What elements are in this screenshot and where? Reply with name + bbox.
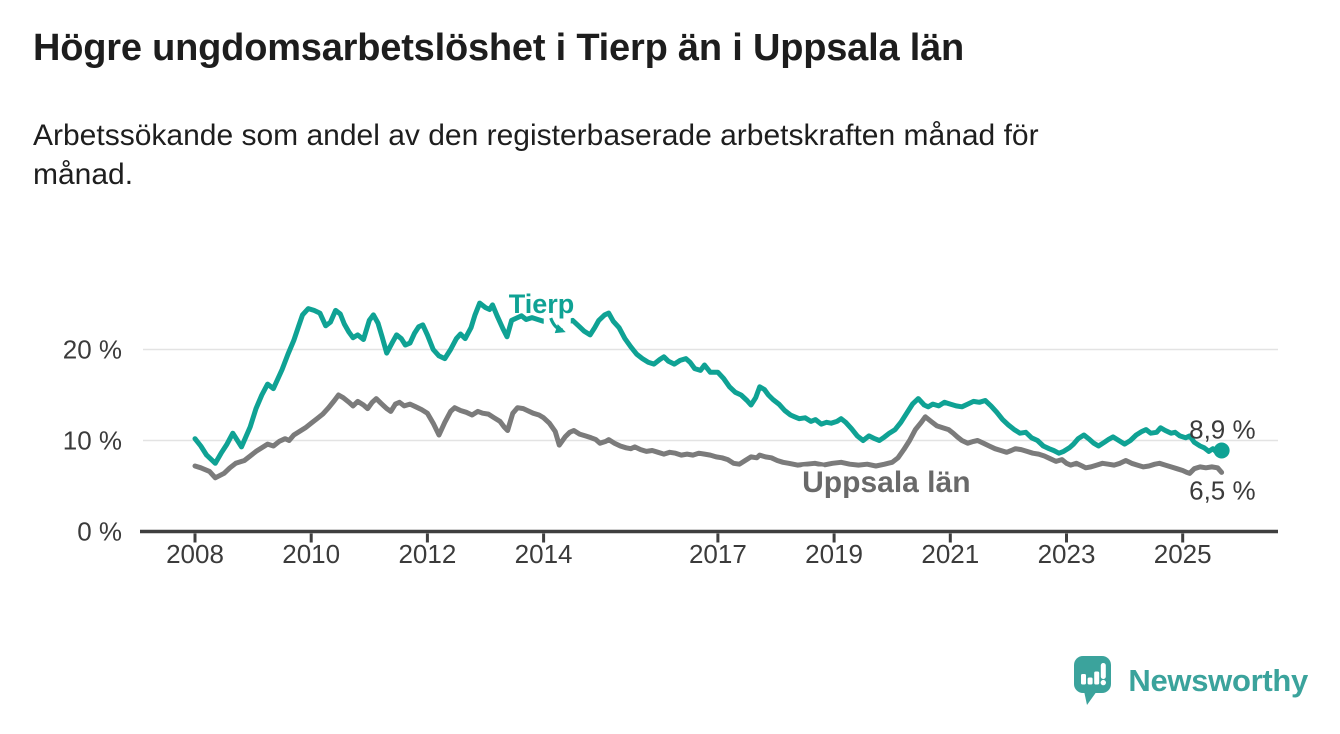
series-label-uppsala-lan: Uppsala län — [802, 466, 970, 499]
x-tick-label: 2012 — [398, 539, 456, 569]
end-value-label: 6,5 % — [1189, 475, 1256, 505]
newsworthy-brand: Newsworthy — [1073, 655, 1308, 707]
y-tick-label: 10 % — [63, 426, 122, 456]
y-tick-label: 0 % — [77, 517, 122, 547]
x-tick-label: 2014 — [515, 539, 573, 569]
x-tick-label: 2025 — [1154, 539, 1212, 569]
chart-subtitle: Arbetssökande som andel av den registerb… — [33, 118, 1039, 192]
x-tick-label: 2023 — [1038, 539, 1096, 569]
x-tick-label: 2017 — [689, 539, 747, 569]
chart-line-tierp — [192, 300, 1225, 466]
y-tick-label: 20 % — [63, 335, 122, 365]
header: Högre ungdomsarbetslöshet i Tierp än i U… — [33, 26, 1313, 195]
page-title: Högre ungdomsarbetslöshet i Tierp än i U… — [33, 27, 965, 69]
end-value-label: 8,9 % — [1189, 415, 1256, 445]
series-end-dot — [1213, 442, 1230, 459]
chart-line-uppsala-lan — [192, 392, 1225, 481]
x-tick-label: 2019 — [805, 539, 863, 569]
x-tick-label: 2008 — [166, 539, 224, 569]
tierp-label-arrowhead-icon — [554, 324, 566, 334]
series-label-tierp: Tierp — [509, 289, 575, 319]
x-tick-label: 2021 — [921, 539, 979, 569]
brand-name: Newsworthy — [1128, 663, 1308, 698]
x-tick-label: 2010 — [282, 539, 340, 569]
newsworthy-logo-icon — [1074, 656, 1112, 705]
